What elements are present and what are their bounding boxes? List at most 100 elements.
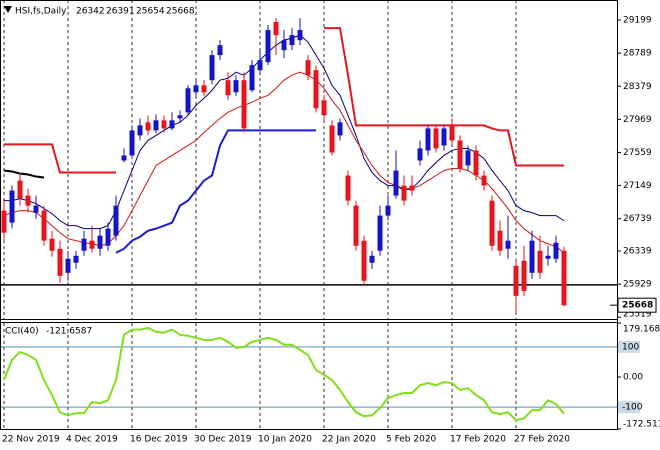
candle-body <box>89 240 95 249</box>
cci-line <box>3 326 565 422</box>
x-tick-label: 30 Dec 2019 <box>194 435 252 445</box>
plot-layer <box>0 0 617 429</box>
candle-body <box>337 122 343 136</box>
candle-body <box>465 150 471 166</box>
level-label-box <box>618 401 640 414</box>
candle-body <box>161 120 167 129</box>
y-tick-label: 27969 <box>623 115 652 125</box>
candle-body <box>489 200 495 246</box>
candle-body <box>305 60 311 76</box>
candle-body <box>169 120 175 129</box>
candle-body <box>353 205 359 246</box>
indicator-value: -121.6587 <box>46 327 92 337</box>
header-high: 26391 <box>106 7 135 17</box>
candle-body <box>481 175 487 186</box>
candle-body <box>545 255 551 259</box>
candle-body <box>49 238 55 251</box>
candle-body <box>209 55 215 81</box>
candle-body <box>297 30 303 41</box>
x-tick-label: 27 Feb 2020 <box>514 435 570 445</box>
candle-body <box>249 65 255 91</box>
candle-body <box>1 210 7 233</box>
candle-body <box>17 180 23 199</box>
price-label: 25668 <box>622 301 653 311</box>
candle-body <box>289 35 295 46</box>
candle-body <box>433 128 439 149</box>
y-tick-label: 25519 <box>623 310 652 320</box>
candle-body <box>505 240 511 249</box>
candle-body <box>553 242 559 259</box>
candle-body <box>385 205 391 216</box>
candle-body <box>241 80 247 129</box>
symbol-title: HSI,fs,Daily <box>15 7 67 17</box>
x-tick-label: 22 Jan 2020 <box>322 435 376 445</box>
header-open: 26342 <box>76 7 105 17</box>
candle-body <box>409 185 415 191</box>
candle-body <box>361 240 367 281</box>
symbol-icon <box>4 6 12 13</box>
candle-body <box>345 175 351 201</box>
candle-body <box>513 265 519 296</box>
y-tick-label: 27559 <box>623 148 652 158</box>
x-tick-label: 4 Dec 2019 <box>66 435 118 445</box>
candle-body <box>105 228 111 246</box>
candle-body <box>9 190 15 223</box>
y-tick-label: 179.1686 <box>623 325 660 335</box>
candle-body <box>113 205 119 236</box>
candle-body <box>41 210 47 241</box>
candle-body <box>177 115 183 119</box>
y-tick-label: 26739 <box>623 214 652 224</box>
y-tick-label: 28379 <box>623 82 652 92</box>
y-tick-label: 26339 <box>623 247 652 257</box>
candle-body <box>257 60 263 71</box>
indicator-line <box>115 129 316 254</box>
candle-body <box>457 140 463 169</box>
candle-body <box>137 125 143 136</box>
candle-body <box>97 235 103 249</box>
candle-body <box>521 260 527 291</box>
y-tick-label: -172.511 <box>623 420 660 430</box>
y-tick-label: 0.00 <box>623 373 643 383</box>
candle-body <box>185 88 191 113</box>
candle-body <box>33 205 39 213</box>
candle-body <box>65 258 71 273</box>
level-label: 100 <box>622 342 639 352</box>
candle-body <box>281 40 287 51</box>
candle-body <box>81 238 87 251</box>
candle-body <box>329 125 335 153</box>
candle-body <box>121 155 127 161</box>
y-tick-label: 25929 <box>623 280 652 290</box>
candle-body <box>417 148 423 161</box>
candle-body <box>73 255 79 263</box>
candle-body <box>313 70 319 109</box>
candle-body <box>497 230 503 251</box>
candle-body <box>225 80 231 96</box>
candle-body <box>393 170 399 196</box>
candle-body <box>529 240 535 273</box>
candle-body <box>377 215 383 251</box>
candle-body <box>425 128 431 151</box>
y-tick-label: 28789 <box>623 49 652 59</box>
y-tick-label: 29199 <box>623 16 652 26</box>
candle-body <box>217 45 223 56</box>
header-close: 25668 <box>166 7 195 17</box>
x-tick-label: 16 Dec 2019 <box>130 435 188 445</box>
x-tick-label: 5 Feb 2020 <box>386 435 437 445</box>
x-tick-label: 10 Jan 2020 <box>258 435 312 445</box>
candle-body <box>273 22 279 36</box>
candle-body <box>201 85 207 93</box>
candle-body <box>25 195 31 206</box>
candle-body <box>473 150 479 176</box>
candle-body <box>145 122 151 131</box>
candle-body <box>193 85 199 93</box>
candle-body <box>153 120 159 131</box>
x-tick-label: 17 Feb 2020 <box>450 435 506 445</box>
x-tick-label: 22 Nov 2019 <box>2 435 60 445</box>
candle-body <box>449 125 455 141</box>
candle-body <box>369 255 375 263</box>
header-low: 25654 <box>136 7 165 17</box>
level-label: -100 <box>622 403 643 413</box>
indicator-line <box>3 71 565 254</box>
